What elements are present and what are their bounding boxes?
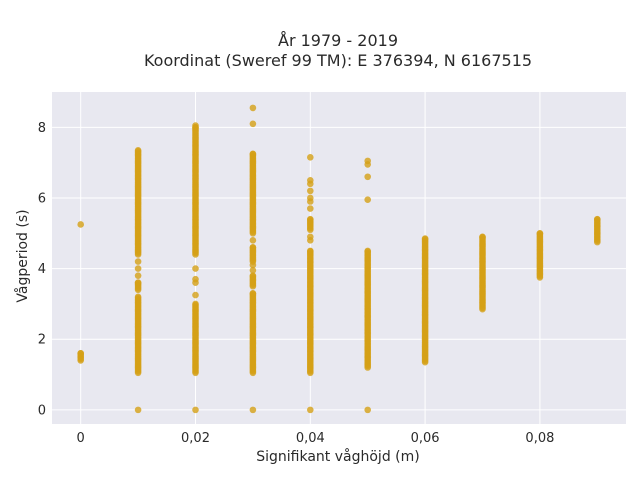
data-point [249,261,257,269]
data-point [77,350,84,357]
y-tick-label: 8 [38,121,46,136]
data-point [249,120,257,128]
y-tick-label: 6 [38,191,46,206]
data-point [307,176,314,184]
data-point [192,265,199,272]
x-tick-label: 0,06 [411,431,440,446]
data-point [249,237,257,244]
data-point [134,258,142,265]
data-point [192,275,199,283]
data-point [364,406,372,414]
plot-background [52,92,626,424]
data-point [249,150,257,158]
data-point [249,104,257,112]
data-point [192,300,199,308]
chart-title: År 1979 - 2019 [278,31,398,50]
data-point [134,146,142,154]
data-point [249,290,257,297]
y-axis-ticks: 0 2 4 6 8 [38,121,46,419]
data-point [307,247,314,255]
y-tick-label: 2 [38,333,46,348]
data-points [77,104,601,414]
data-point [249,267,257,274]
x-axis-label: Signifikant våghöjd (m) [256,448,419,465]
data-point [479,233,486,241]
data-point [594,215,601,223]
data-point [134,293,142,301]
data-point [364,173,372,181]
chart-subtitle: Koordinat (Sweref 99 TM): E 376394, N 61… [144,51,532,70]
data-point [249,244,257,251]
data-point [192,406,199,414]
data-point [134,265,142,272]
data-point [364,247,372,255]
data-point [307,406,314,414]
data-point [249,406,257,414]
y-tick-label: 0 [38,403,46,418]
data-point [307,154,314,161]
data-point [192,122,199,129]
x-tick-label: 0 [77,431,85,446]
data-point [134,272,142,279]
data-point [364,157,372,165]
data-point [77,221,84,228]
y-tick-label: 4 [38,262,46,277]
data-point [249,272,257,279]
data-point [134,406,142,414]
x-tick-label: 0,04 [296,431,325,446]
data-point [421,235,429,242]
x-tick-label: 0,02 [181,431,210,446]
data-point [307,194,314,202]
y-axis-label: Vågperiod (s) [14,209,31,302]
x-tick-label: 0,08 [525,431,554,446]
data-point [307,187,314,195]
x-axis-ticks: 0 0,02 0,04 0,06 0,08 [77,431,555,446]
data-point [307,205,314,212]
data-point [536,229,544,237]
data-point [307,215,314,223]
data-point [364,196,372,204]
data-point [134,279,142,287]
data-point [192,291,199,299]
data-point [307,233,314,241]
